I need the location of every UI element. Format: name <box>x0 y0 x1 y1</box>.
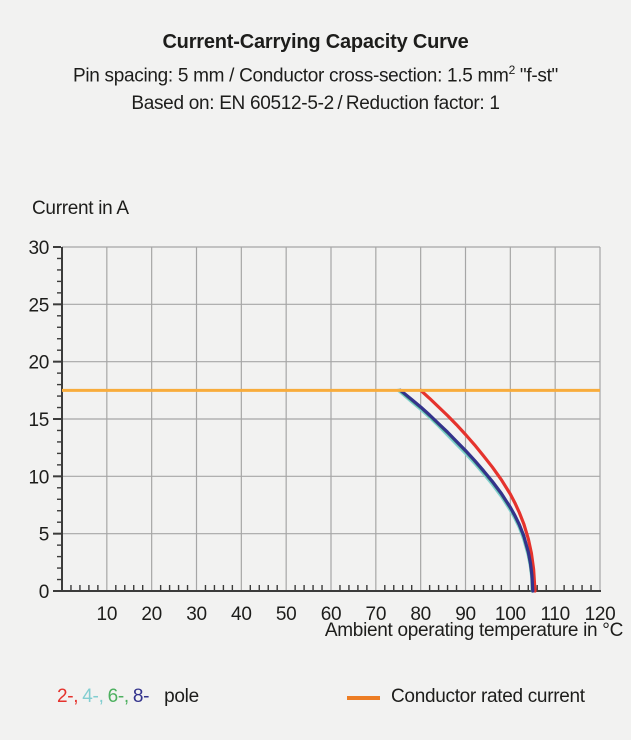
chart-title: Current-Carrying Capacity Curve <box>162 31 469 53</box>
x-tick-label: 50 <box>276 604 297 625</box>
curve-8-pole <box>398 388 535 593</box>
legend-pole-items: 2-, 4-, 6-, 8- <box>57 686 153 707</box>
chart-subtitle-1: Pin spacing: 5 mm / Conductor cross-sect… <box>0 56 631 90</box>
curve-2-pole <box>419 388 537 593</box>
x-axis-title: Ambient operating temperature in °C <box>324 620 623 641</box>
x-tick-label: 70 <box>366 604 387 625</box>
y-tick-label: 30 <box>28 238 49 259</box>
x-tick-label: 80 <box>410 604 431 625</box>
legend-pole-label: 2-, <box>57 686 79 707</box>
chart-subtitle-2: Based on: EN 60512-5-2 / Reduction facto… <box>131 93 500 115</box>
legend-poles: 2-, 4-, 6-, 8- pole <box>57 686 203 708</box>
legend-rated-current: Conductor rated current <box>347 686 585 708</box>
legend-row: 2-, 4-, 6-, 8- pole Conductor rated current <box>0 686 631 716</box>
curve-6-pole <box>398 388 535 593</box>
x-tick-label: 40 <box>231 604 252 625</box>
y-tick-label: 25 <box>28 295 49 316</box>
x-tick-label: 60 <box>321 604 342 625</box>
chart-header: Current-Carrying Capacity Curve Pin spac… <box>0 28 631 118</box>
legend-pole-label: 8- <box>132 686 150 707</box>
subtitle-1-superscript: 2 <box>508 63 516 77</box>
x-tick-label: 120 <box>585 604 616 625</box>
x-tick-label: 110 <box>540 604 569 625</box>
subtitle-1-tail: "f-st" <box>514 65 559 87</box>
y-axis-title: Current in A <box>32 198 129 219</box>
legend-pole-label: 6-, <box>107 686 130 707</box>
y-tick-label: 10 <box>28 467 49 488</box>
subtitle-1-main: Pin spacing: 5 mm / Conductor cross-sect… <box>72 65 509 87</box>
x-tick-label: 90 <box>455 604 476 625</box>
x-tick-label: 10 <box>97 604 118 625</box>
y-tick-label: 0 <box>39 582 49 603</box>
x-tick-label: 30 <box>186 604 207 625</box>
legend-pole-label: 4-, <box>82 686 104 707</box>
rated-current-line-swatch <box>347 696 380 700</box>
y-tick-label: 5 <box>39 525 49 546</box>
x-tick-label: 20 <box>141 604 162 625</box>
y-tick-label: 15 <box>28 410 49 431</box>
rated-current-label: Conductor rated current <box>391 686 585 707</box>
legend-pole-suffix: pole <box>164 686 199 707</box>
y-tick-label: 20 <box>28 353 49 374</box>
x-tick-label: 100 <box>495 604 526 625</box>
